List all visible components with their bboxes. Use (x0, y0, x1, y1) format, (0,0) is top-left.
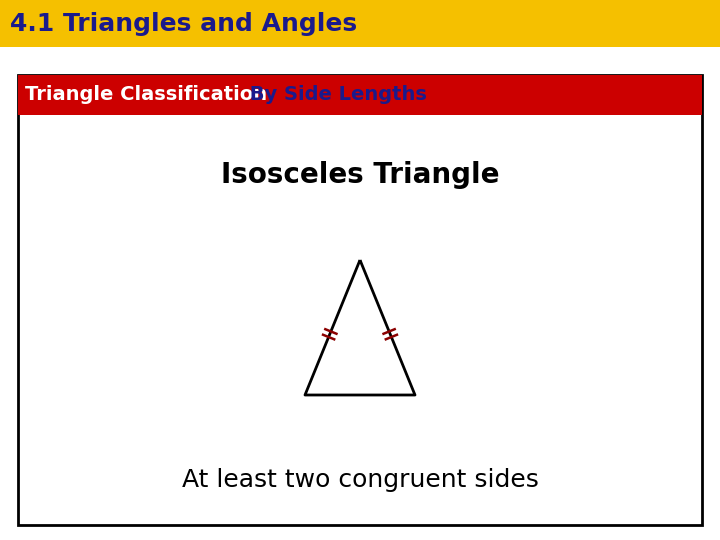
Text: At least two congruent sides: At least two congruent sides (181, 468, 539, 492)
Text: 4.1 Triangles and Angles: 4.1 Triangles and Angles (10, 11, 357, 36)
Text: By Side Lengths: By Side Lengths (243, 85, 427, 105)
Text: Triangle Classification: Triangle Classification (25, 85, 267, 105)
FancyBboxPatch shape (18, 75, 702, 115)
Text: Isosceles Triangle: Isosceles Triangle (221, 161, 499, 189)
FancyBboxPatch shape (18, 75, 702, 525)
FancyBboxPatch shape (0, 0, 720, 47)
